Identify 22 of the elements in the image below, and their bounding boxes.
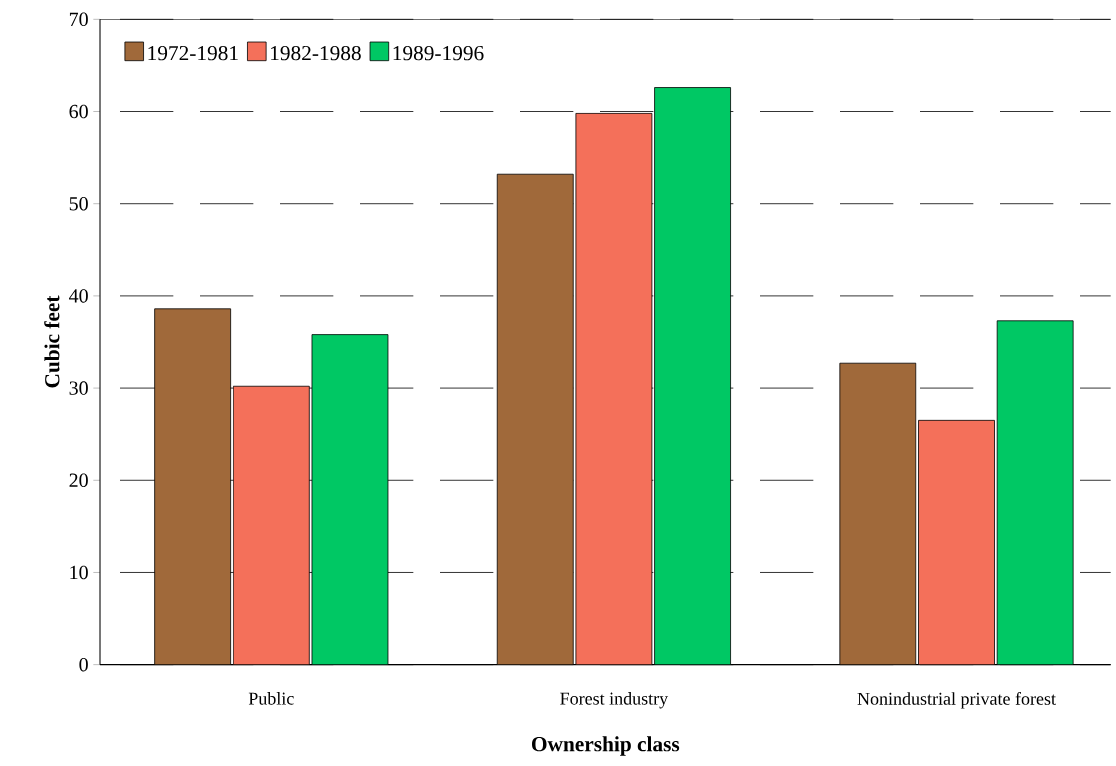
x-tick-label: Forest industry: [560, 692, 669, 709]
y-tick-label: 60: [69, 104, 88, 119]
y-tick-label: 0: [79, 657, 88, 672]
y-tick-label: 70: [69, 12, 88, 27]
bar: [311, 334, 388, 665]
y-tick-label: 40: [69, 289, 88, 303]
y-axis-title: Cubic feet: [44, 295, 60, 388]
bar: [839, 362, 917, 665]
y-tick-label: 50: [69, 196, 88, 211]
x-tick-label: Public: [248, 692, 294, 705]
legend-label: 1989-1996: [393, 45, 484, 61]
legend-label: 1972-1981: [148, 45, 238, 61]
x-axis-title: Ownership class: [532, 736, 680, 756]
bar: [654, 87, 731, 665]
bar: [154, 308, 231, 665]
bar: [996, 320, 1074, 665]
y-tick-label: 30: [69, 381, 88, 395]
y-tick-label: 20: [69, 473, 88, 488]
legend-label: 1982-1988: [271, 45, 361, 61]
x-tick-label: Nonindustrial private forest: [857, 692, 1056, 709]
bar: [497, 174, 574, 665]
y-tick-label: 10: [70, 565, 88, 580]
